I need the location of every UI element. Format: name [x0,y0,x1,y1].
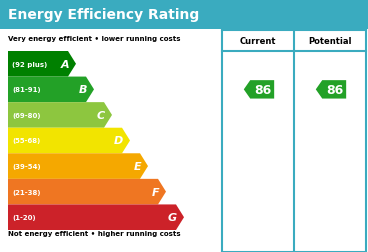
Polygon shape [316,81,346,99]
Text: D: D [114,136,123,146]
Text: G: G [168,212,177,222]
Text: B: B [78,85,87,95]
Text: (21-38): (21-38) [12,189,40,195]
Bar [0,0,368,30]
Text: (69-80): (69-80) [12,112,40,118]
Text: Not energy efficient • higher running costs: Not energy efficient • higher running co… [8,230,181,236]
Text: A: A [60,59,69,70]
Text: F: F [151,187,159,197]
Text: C: C [97,110,105,120]
Polygon shape [244,81,274,99]
Text: (92 plus): (92 plus) [12,61,47,68]
Polygon shape [8,179,166,205]
Text: E: E [133,162,141,171]
Polygon shape [8,154,148,179]
Polygon shape [8,103,112,128]
Text: Energy Efficiency Rating: Energy Efficiency Rating [8,8,199,22]
Text: (1-20): (1-20) [12,214,36,220]
Polygon shape [8,205,184,230]
Text: 86: 86 [326,83,344,97]
Text: Very energy efficient • lower running costs: Very energy efficient • lower running co… [8,36,180,42]
Text: Potential: Potential [308,36,352,45]
Polygon shape [8,77,94,103]
Polygon shape [8,52,76,77]
Text: 86: 86 [255,83,272,97]
Text: (55-68): (55-68) [12,138,40,144]
Text: (81-91): (81-91) [12,87,40,93]
Text: (39-54): (39-54) [12,164,40,169]
Polygon shape [8,128,130,154]
Text: Current: Current [240,36,276,45]
